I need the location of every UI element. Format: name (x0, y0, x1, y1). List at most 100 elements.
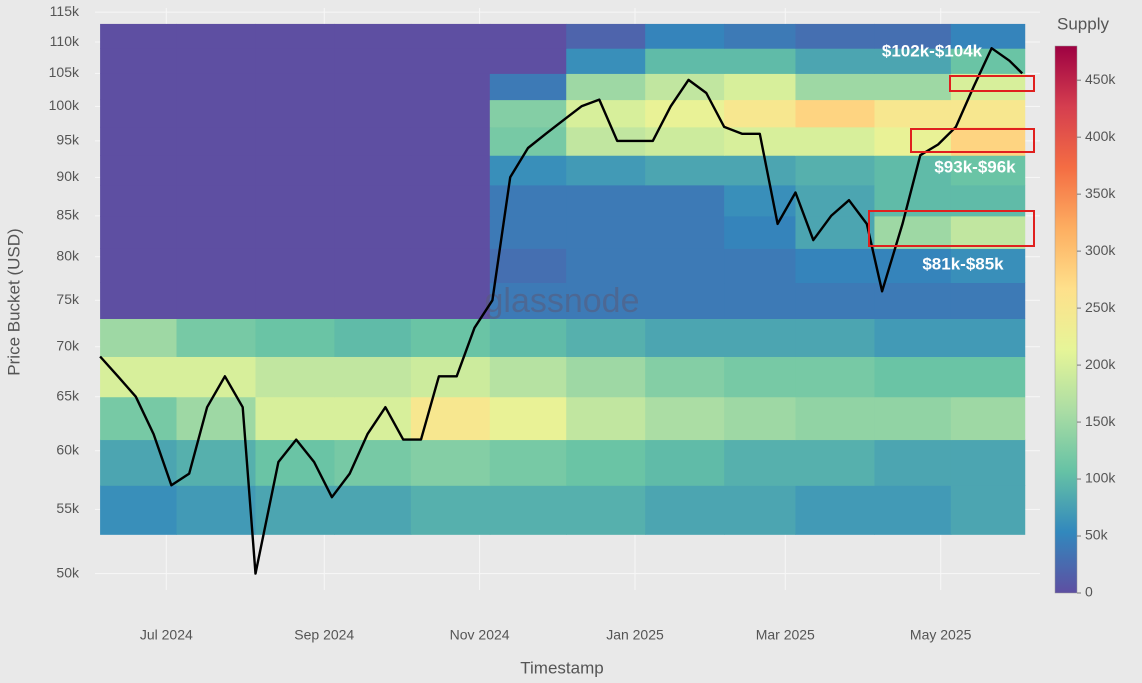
heatmap-cell (410, 99, 491, 128)
colorbar-title: Supply (1057, 14, 1109, 33)
heatmap-cell (100, 439, 178, 486)
y-tick-label: 90k (56, 168, 80, 184)
heatmap-cell (489, 396, 567, 441)
heatmap-cell (950, 155, 1026, 186)
y-tick-label: 115k (50, 3, 80, 19)
heatmap-cell (334, 73, 412, 101)
colorbar (1054, 45, 1078, 594)
heatmap-cell (489, 73, 567, 101)
heatmap-cell (100, 99, 178, 128)
heatmap-cell (874, 485, 952, 535)
heatmap-cell (410, 155, 491, 186)
heatmap-cell (176, 184, 256, 217)
heatmap-cell (100, 73, 178, 101)
heatmap-cell (645, 485, 725, 535)
y-tick-label: 70k (56, 337, 80, 353)
heatmap-cell (795, 23, 875, 49)
heatmap-cell (489, 439, 567, 486)
heatmap-cell (176, 485, 256, 535)
heatmap-cell (489, 99, 567, 128)
heatmap-cell (795, 485, 875, 535)
colorbar-tick-label: 300k (1085, 242, 1116, 258)
heatmap-cell (645, 282, 725, 319)
heatmap-cell (100, 282, 178, 319)
heatmap-cell (255, 318, 335, 357)
heatmap-cell (176, 282, 256, 319)
colorbar-tick-label: 450k (1085, 71, 1116, 87)
heatmap-cell (176, 126, 256, 156)
heatmap-cell (489, 155, 567, 186)
heatmap-cell (100, 48, 178, 74)
heatmap-cell (795, 396, 875, 441)
heatmap-cell (795, 439, 875, 486)
x-tick-label: Nov 2024 (450, 627, 510, 643)
heatmap-cell (724, 23, 796, 49)
heatmap-cell (566, 396, 646, 441)
heatmap-cell (255, 184, 335, 217)
heatmap-cell (410, 184, 491, 217)
highlight-box (910, 128, 1035, 153)
heatmap-cell (645, 248, 725, 284)
heatmap-cell (645, 184, 725, 217)
heatmap-cell (566, 215, 646, 249)
heatmap-cell (645, 215, 725, 249)
y-tick-label: 75k (56, 291, 80, 307)
heatmap-cell (795, 318, 875, 357)
heatmap-cell (645, 439, 725, 486)
heatmap-cell (100, 485, 178, 535)
heatmap-cell (950, 48, 1026, 74)
heatmap-cell (334, 356, 412, 398)
heatmap-cell (334, 215, 412, 249)
heatmap-cell (255, 155, 335, 186)
x-axis-label: Timestamp (520, 658, 603, 677)
heatmap-cell (795, 215, 875, 249)
y-tick-label: 110k (50, 33, 80, 49)
heatmap-cell (489, 485, 567, 535)
heatmap-cell (334, 23, 412, 49)
heatmap-cell (566, 155, 646, 186)
heatmap-cell (950, 439, 1026, 486)
heatmap-cell (724, 485, 796, 535)
heatmap-cell (724, 215, 796, 249)
heatmap-cell (645, 23, 725, 49)
heatmap-cell (724, 356, 796, 398)
heatmap-cell (795, 356, 875, 398)
heatmap-cell (255, 282, 335, 319)
heatmap-cell (334, 485, 412, 535)
heatmap-cell (176, 248, 256, 284)
heatmap-cell (724, 99, 796, 128)
heatmap-cell (566, 48, 646, 74)
heatmap-cell (489, 318, 567, 357)
heatmap-cell (645, 396, 725, 441)
highlight-box (868, 210, 1035, 247)
heatmap-cell (874, 23, 952, 49)
colorbar-tick-label: 150k (1085, 413, 1116, 429)
heatmap-cell (645, 318, 725, 357)
heatmap-cell (950, 73, 1026, 101)
heatmap-cell (724, 318, 796, 357)
x-tick-label: Jul 2024 (140, 627, 193, 643)
heatmap-cell (255, 356, 335, 398)
heatmap-cell (176, 99, 256, 128)
colorbar-tick-label: 0 (1085, 584, 1093, 600)
heatmap-cell (795, 282, 875, 319)
heatmap-cell (724, 155, 796, 186)
heatmap-cell (334, 126, 412, 156)
heatmap-cell (874, 318, 952, 357)
heatmap-cell (724, 48, 796, 74)
annotation: $102k-$104k (882, 41, 983, 60)
heatmap-cell (100, 318, 178, 357)
heatmap-cell (255, 48, 335, 74)
heatmap-cell (410, 485, 491, 535)
heatmap-cell (950, 248, 1026, 284)
y-tick-label: 65k (56, 387, 80, 403)
heatmap-cell (566, 23, 646, 49)
heatmap-cell (334, 155, 412, 186)
heatmap-cell (489, 248, 567, 284)
x-tick-label: Sep 2024 (294, 627, 354, 643)
heatmap-cell (489, 23, 567, 49)
heatmap-cell (566, 439, 646, 486)
heatmap-cell (874, 282, 952, 319)
colorbar-tick-label: 250k (1085, 299, 1116, 315)
